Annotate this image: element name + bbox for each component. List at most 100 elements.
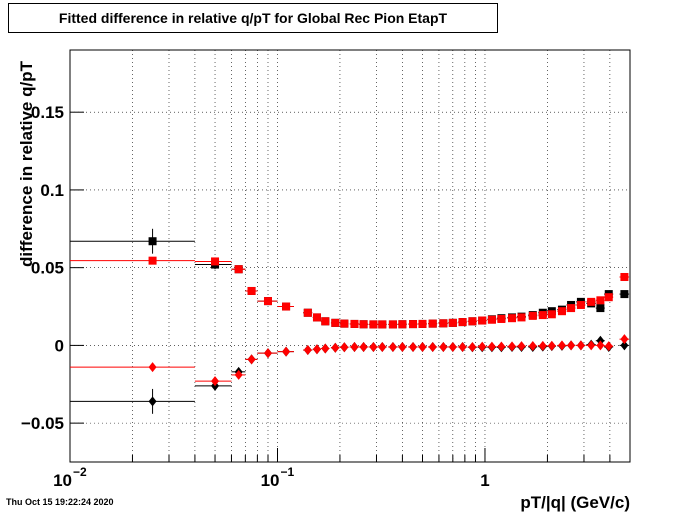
x-axis-label: pT/|q| (GeV/c)	[520, 493, 630, 512]
marker	[557, 340, 566, 351]
marker	[418, 341, 427, 352]
marker	[458, 318, 467, 327]
marker	[587, 297, 596, 306]
marker	[378, 341, 387, 352]
marker	[282, 346, 291, 357]
marker	[321, 317, 330, 326]
marker	[263, 297, 272, 306]
y-axis-label: difference in relative q/pT	[17, 60, 36, 267]
marker	[596, 340, 605, 351]
marker	[458, 341, 467, 352]
marker	[468, 317, 477, 326]
marker	[321, 343, 330, 354]
y-tick-label: 0	[55, 336, 64, 355]
marker	[517, 341, 526, 352]
marker	[340, 342, 349, 353]
marker	[596, 304, 605, 313]
marker	[567, 304, 576, 313]
marker	[604, 341, 613, 352]
marker	[547, 310, 556, 319]
x-tick-label: 10	[53, 471, 72, 490]
marker	[148, 362, 157, 373]
marker	[312, 344, 321, 355]
marker	[528, 311, 537, 320]
marker	[478, 341, 487, 352]
y-tick-label: 0.15	[31, 103, 64, 122]
marker	[448, 341, 457, 352]
marker	[538, 340, 547, 351]
x-tick-exponent: −2	[73, 465, 87, 479]
marker	[409, 320, 418, 329]
marker	[596, 296, 605, 305]
marker	[359, 341, 368, 352]
marker	[497, 314, 506, 323]
marker	[487, 341, 496, 352]
marker	[576, 340, 585, 351]
marker	[567, 340, 576, 351]
marker	[211, 257, 220, 266]
marker	[331, 318, 340, 327]
marker	[398, 341, 407, 352]
marker	[211, 376, 220, 387]
marker	[547, 340, 556, 351]
marker	[340, 319, 349, 328]
chart-title: Fitted difference in relative q/pT for G…	[59, 10, 448, 26]
marker	[369, 320, 378, 329]
marker	[576, 300, 585, 309]
marker	[148, 237, 157, 246]
marker	[350, 341, 359, 352]
marker	[487, 315, 496, 324]
marker	[497, 341, 506, 352]
marker	[418, 319, 427, 328]
plot-frame	[69, 49, 631, 463]
marker	[508, 314, 517, 323]
marker	[620, 334, 629, 345]
marker	[439, 341, 448, 352]
marker	[331, 342, 340, 353]
title-box	[8, 3, 498, 33]
marker	[378, 320, 387, 329]
marker	[303, 308, 312, 317]
x-tick-exponent: −1	[280, 465, 294, 479]
marker	[388, 320, 397, 329]
marker	[247, 286, 256, 295]
marker	[620, 340, 629, 351]
marker	[428, 319, 437, 328]
marker	[528, 341, 537, 352]
marker	[388, 341, 397, 352]
marker	[428, 341, 437, 352]
y-tick-label: 0.05	[31, 259, 64, 278]
marker	[604, 293, 613, 302]
marker	[448, 318, 457, 327]
marker	[398, 320, 407, 329]
marker	[282, 302, 291, 311]
marker	[148, 396, 157, 407]
marker	[409, 341, 418, 352]
marker	[517, 313, 526, 322]
marker	[439, 319, 448, 328]
marker	[557, 307, 566, 316]
marker	[478, 316, 487, 325]
marker	[234, 369, 243, 380]
marker	[369, 341, 378, 352]
y-tick-label: 0.1	[40, 181, 64, 200]
marker	[247, 354, 256, 365]
timestamp: Thu Oct 15 19:22:24 2020	[6, 497, 114, 507]
marker	[148, 256, 157, 265]
x-tick-label: 1	[480, 471, 489, 490]
marker	[234, 265, 243, 274]
marker	[312, 313, 321, 322]
marker	[359, 320, 368, 329]
marker	[620, 290, 629, 299]
marker	[468, 341, 477, 352]
marker	[263, 348, 272, 359]
marker	[350, 319, 359, 328]
x-tick-label: 10	[261, 471, 280, 490]
marker	[620, 272, 629, 281]
marker	[508, 341, 517, 352]
marker	[538, 311, 547, 320]
marker	[303, 345, 312, 356]
y-tick-label: −0.05	[21, 414, 64, 433]
